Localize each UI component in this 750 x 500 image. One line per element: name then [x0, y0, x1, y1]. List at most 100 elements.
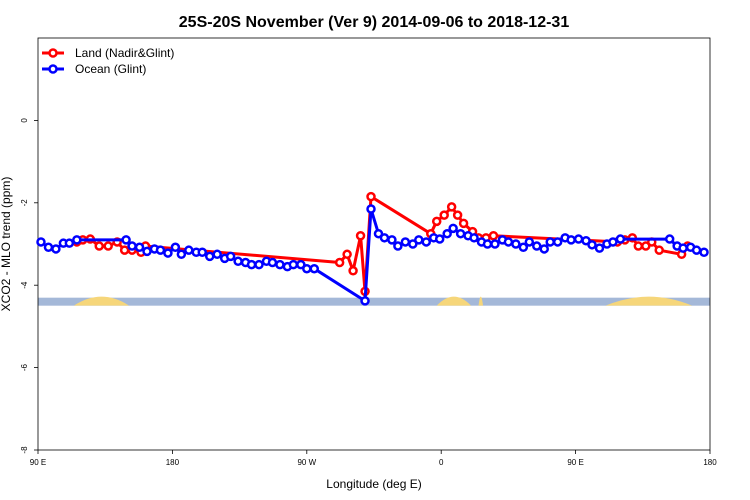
data-point — [511, 239, 521, 249]
data-point — [72, 235, 82, 245]
data-point — [51, 244, 61, 254]
x-tick-label: 180 — [703, 458, 717, 467]
data-point — [452, 210, 463, 220]
data-point — [387, 235, 397, 245]
data-point — [654, 245, 664, 255]
ocean-strip — [38, 297, 710, 306]
x-axis: 90 E 180 90 W 0 90 E 180 — [30, 450, 717, 467]
x-tick-label: 90 W — [297, 458, 316, 467]
data-point — [524, 237, 535, 247]
data-point — [288, 259, 299, 270]
data-point — [414, 235, 424, 245]
data-point — [539, 244, 549, 254]
data-point — [448, 223, 458, 234]
data-point — [360, 296, 370, 306]
data-point — [302, 263, 312, 274]
y-axis: -8 -6 -4 -2 0 — [20, 118, 38, 454]
data-point — [342, 249, 352, 260]
data-point — [699, 247, 709, 257]
x-tick-label: 90 E — [567, 458, 583, 467]
data-point — [503, 237, 514, 247]
data-point — [366, 191, 376, 202]
data-point — [545, 237, 555, 247]
data-point — [469, 233, 479, 243]
data-point — [421, 237, 432, 247]
data-point — [267, 257, 278, 268]
data-point — [275, 259, 285, 270]
surface-strip — [38, 296, 710, 306]
data-point — [225, 251, 236, 262]
data-point — [633, 241, 644, 251]
data-point — [233, 256, 243, 267]
data-point — [36, 237, 46, 247]
data-point — [184, 245, 194, 255]
data-point — [446, 202, 457, 212]
series-layer — [36, 191, 709, 306]
x-tick-label: 90 E — [30, 458, 46, 467]
data-point — [608, 237, 618, 247]
land-strip-segment — [478, 296, 484, 306]
data-point — [379, 233, 390, 243]
data-point — [43, 242, 54, 253]
data-point — [431, 216, 442, 227]
data-point — [127, 241, 137, 251]
data-point — [566, 235, 576, 245]
chart-title: 25S-20S November (Ver 9) 2014-09-06 to 2… — [179, 14, 570, 31]
data-point — [64, 238, 75, 248]
data-point — [442, 228, 452, 239]
data-point — [691, 245, 702, 255]
data-point — [594, 243, 605, 253]
data-point — [155, 245, 166, 255]
data-point — [366, 204, 376, 214]
y-tick-label: -6 — [20, 363, 29, 371]
data-point — [434, 234, 445, 244]
data-point — [212, 249, 222, 260]
x-axis-label: Longitude (deg E) — [326, 477, 421, 491]
data-point — [482, 239, 493, 249]
legend: Land (Nadir&Glint) Ocean (Glint) — [42, 46, 174, 76]
y-tick-label: 0 — [20, 118, 29, 123]
data-point — [490, 239, 500, 249]
land-strip-segment — [436, 296, 472, 306]
data-point — [119, 245, 130, 255]
data-point — [94, 241, 104, 251]
data-point — [573, 234, 584, 244]
data-point — [587, 240, 597, 250]
land-strip-segment — [605, 296, 693, 306]
data-point — [678, 243, 688, 253]
y-tick-label: -8 — [20, 446, 29, 454]
data-point — [581, 235, 591, 246]
data-point — [170, 242, 181, 253]
data-point — [641, 241, 651, 251]
data-point — [334, 257, 345, 268]
land-strip-segment — [73, 296, 130, 306]
data-point — [163, 248, 173, 258]
legend-label-land: Land (Nadir&Glint) — [75, 46, 174, 60]
data-point — [615, 234, 626, 244]
data-point — [103, 241, 113, 251]
x-tick-label: 0 — [439, 458, 444, 467]
data-point — [373, 228, 384, 239]
legend-marker-ocean — [48, 64, 58, 74]
data-point — [552, 237, 563, 247]
x-tick-label: 180 — [166, 458, 180, 467]
data-point — [664, 234, 675, 244]
series-ocean — [36, 204, 709, 306]
data-point — [254, 259, 264, 270]
data-point — [355, 231, 366, 241]
data-point — [488, 231, 499, 241]
y-tick-label: -4 — [20, 281, 29, 289]
data-point — [176, 249, 187, 260]
y-axis-label: XCO2 - MLO trend (ppm) — [0, 177, 13, 312]
data-point — [408, 239, 418, 249]
y-tick-label: -2 — [20, 199, 29, 207]
data-point — [458, 218, 469, 229]
data-point — [121, 235, 131, 245]
data-point — [455, 228, 466, 239]
data-point — [197, 247, 208, 257]
data-point — [532, 241, 542, 251]
data-point — [518, 242, 529, 253]
data-point — [134, 242, 145, 253]
data-point — [393, 241, 403, 251]
